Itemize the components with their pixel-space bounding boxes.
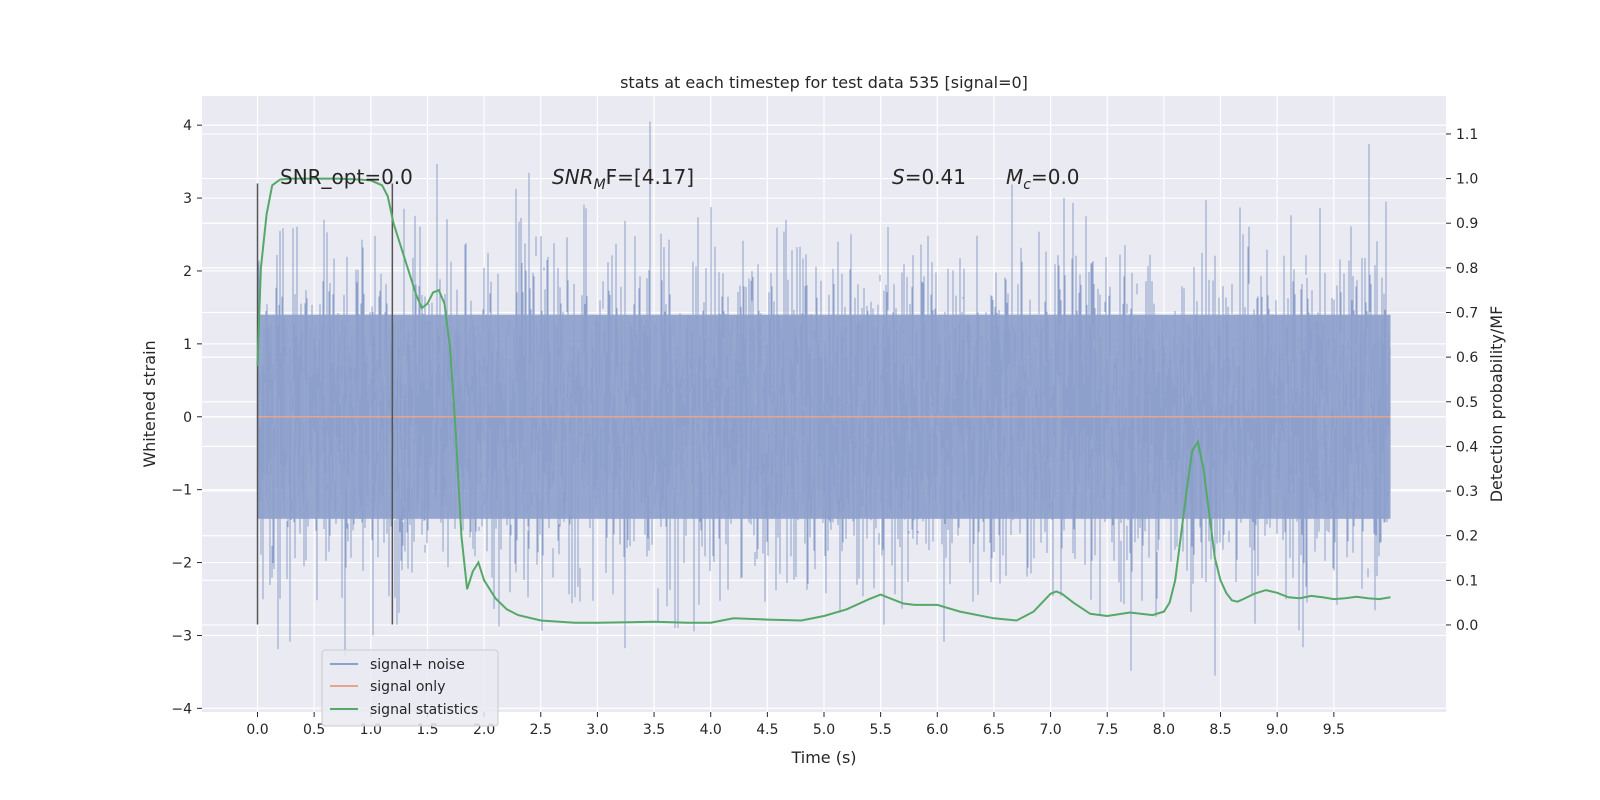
x-tick-label: 9.5 [1323,722,1345,738]
y2-tick-label: 0.2 [1456,529,1478,545]
annotation-snr-opt: SNR_opt=0.0 [280,165,413,189]
y-tick-label: 4 [183,118,192,134]
series-signal-statistics-line [256,177,1391,624]
x-tick-label: 6.5 [983,722,1005,738]
x-tick-label: 8.0 [1153,722,1175,738]
y-tick-label: 0 [183,410,192,426]
x-tick-label: 3.5 [643,722,665,738]
annotation-snr-mf: SNRMF=[4.17] [552,165,694,193]
y2-tick-label: 0.6 [1456,350,1478,366]
legend-label-signal-statistics: signal statistics [370,702,478,718]
y2-tick-label: 0.1 [1456,573,1478,589]
y-tick-label: 2 [183,264,192,280]
y-tick-label: 3 [183,191,192,207]
vertical-markers [256,183,394,625]
x-tick-label: 8.5 [1209,722,1231,738]
y2-tick-label: 0.3 [1456,484,1478,500]
annotation-snr-mf-base: SNR [552,165,594,189]
y-tick-label: −2 [171,556,192,572]
y2-axis-title: Detection probability/MF [1487,306,1506,503]
y-tick-label: −1 [171,483,192,499]
x-tick-label: 6.0 [926,722,948,738]
y2-tick-label: 0.7 [1456,305,1478,321]
x-tick-label: 9.0 [1266,722,1288,738]
annotation-s-stat: S=0.41 [892,165,966,189]
y2-tick-label: 1.0 [1456,172,1478,188]
y2-tick-label: 0.5 [1456,395,1478,411]
annotation-s-stat-var: S [892,165,905,189]
annotation-snr-mf-rest: F=[4.17] [606,165,694,189]
x-axis-title: Time (s) [790,748,856,767]
x-tick-label: 5.5 [870,722,892,738]
annotation-mc: Mc=0.0 [1006,165,1080,193]
y2-tick-label: 1.1 [1456,127,1478,143]
x-tick-label: 4.0 [700,722,722,738]
annotation-snr-mf-sub: M [594,177,606,193]
x-axis-ticks: 0.0 0.5 1.0 1.5 2.0 2.5 3.0 3.5 4.0 4.5 5.0 5.5 6.0 6… [246,712,1345,738]
y-tick-label: −4 [171,701,192,717]
legend-label-signal-only: signal only [370,679,445,695]
y2-axis-ticks: 1.1 1.0 0.9 0.8 0.7 0.6 0.5 0.4 0.3 0.2 0.1 0.0 [1446,127,1478,634]
y-axis-ticks: 4 3 2 1 0 −1 −2 −3 −4 [171,118,202,717]
x-tick-label: 4.5 [756,722,778,738]
x-tick-label: 7.0 [1039,722,1061,738]
annotation-mc-base: M [1006,165,1023,189]
x-tick-label: 0.5 [303,722,325,738]
y-tick-label: −3 [171,628,192,644]
y2-tick-label: 0.9 [1456,216,1478,232]
legend-box [321,649,499,727]
y2-tick-label: 0.0 [1456,618,1478,634]
y-axis-title: Whitened strain [140,340,159,467]
x-tick-label: 0.0 [246,722,268,738]
legend-label-signal-noise: signal+ noise [370,657,465,673]
x-tick-label: 7.5 [1096,722,1118,738]
y2-tick-label: 0.8 [1456,261,1478,277]
y-tick-label: 1 [183,337,192,353]
chart-title: stats at each timestep for test data 535… [620,73,1028,92]
legend: signal+ noise signal only signal statist… [321,649,499,727]
annotation-s-stat-rest: =0.41 [905,165,966,189]
annotation-mc-rest: =0.0 [1031,165,1080,189]
annotation-mc-sub: c [1023,177,1031,193]
x-tick-label: 3.0 [586,722,608,738]
y2-tick-label: 0.4 [1456,439,1478,455]
x-tick-label: 2.5 [530,722,552,738]
x-tick-label: 5.0 [813,722,835,738]
